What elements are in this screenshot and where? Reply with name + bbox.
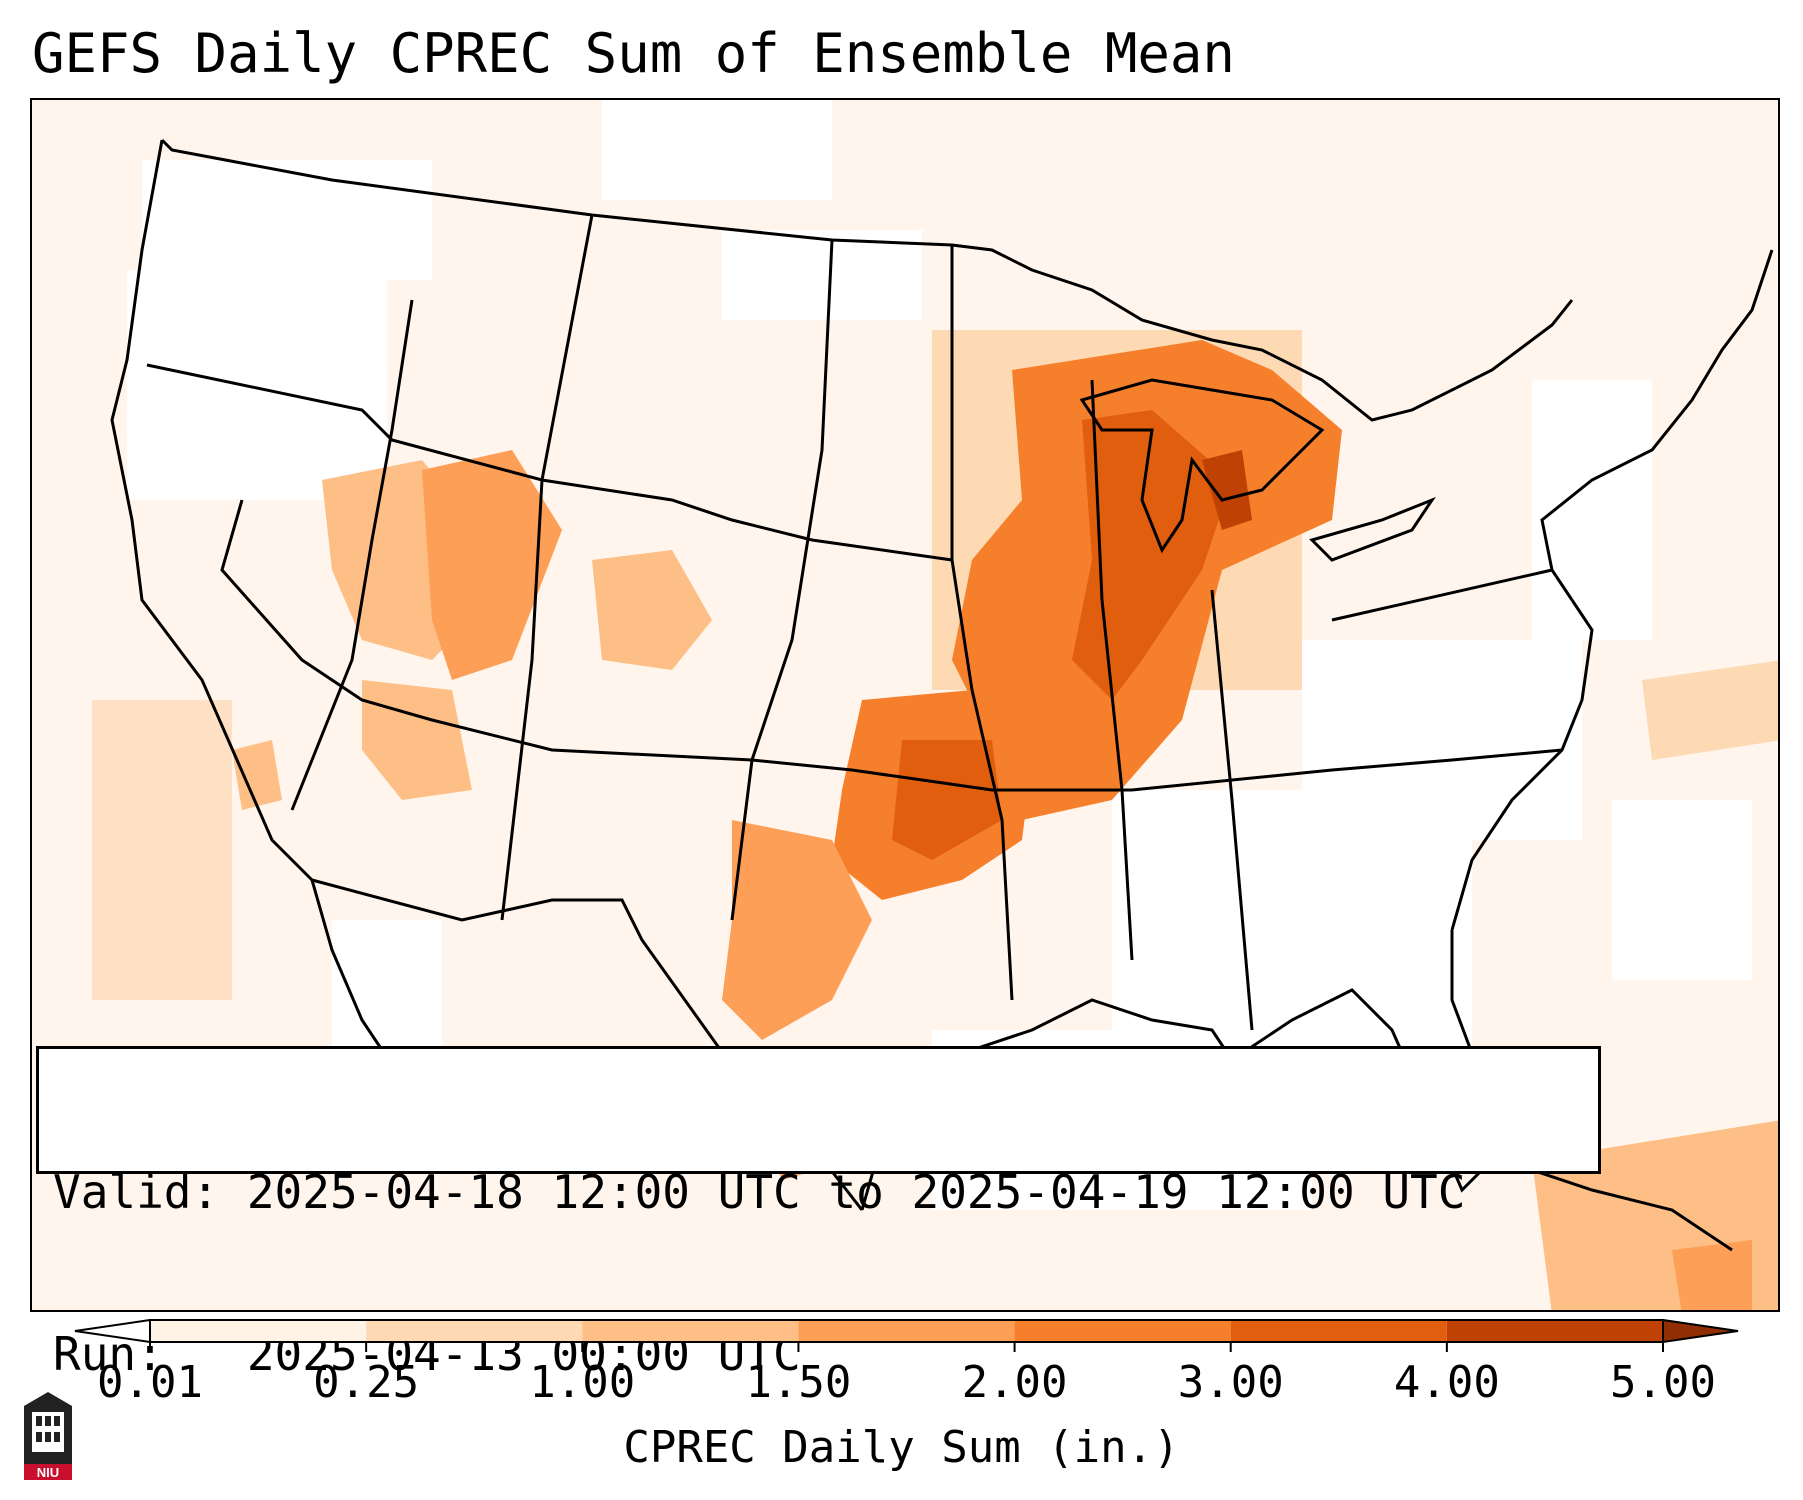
west-coast (110, 139, 314, 882)
colorbar-segment (366, 1320, 583, 1342)
colorbar-segment (798, 1320, 1015, 1342)
colorbar-label: CPREC Daily Sum (in.) (623, 1422, 1180, 1473)
niu-logo-icon: NIU (24, 1392, 72, 1480)
us-canada-border (160, 138, 1574, 422)
colorbar-tick-label: 2.00 (961, 1357, 1068, 1408)
colorbar-segment (1014, 1320, 1231, 1342)
precip-region-colorado (592, 550, 712, 670)
map-title: GEFS Daily CPREC Sum of Ensemble Mean (32, 22, 1235, 85)
colorbar-tick-label: 1.00 (529, 1357, 636, 1408)
state-lines-10 (1331, 568, 1553, 622)
colorbar-tick-label: 5.00 (1610, 1357, 1716, 1408)
precip-region-utah (422, 450, 562, 680)
colorbar-tick-label: 0.01 (97, 1357, 203, 1408)
state-lines-9 (1131, 748, 1563, 792)
precip-region-nw-texas (722, 820, 872, 1040)
state-lines-8 (1210, 589, 1254, 1031)
precip-region-arizona (362, 680, 472, 800)
colorbar-tick-label: 4.00 (1393, 1357, 1500, 1408)
colorbar-segment (150, 1320, 367, 1342)
precip-region-s-california (232, 740, 282, 810)
state-lines-5 (730, 239, 834, 921)
state-lines-3 (290, 299, 414, 811)
colorbar-segment (582, 1320, 799, 1342)
great-lakes (1079, 378, 1325, 554)
colorbar-over-arrow (1662, 1318, 1739, 1344)
state-lines-6 (950, 245, 1014, 1001)
state-lines-2 (220, 499, 1132, 792)
colorbar-tick-label: 3.00 (1177, 1357, 1284, 1408)
colorbar-tick-label: 0.25 (313, 1357, 420, 1408)
precip-peak-oklahoma (892, 740, 1002, 860)
state-lines-1 (146, 363, 953, 562)
cuba (1501, 1158, 1733, 1252)
valid-run-box: Valid: 2025-04-18 12:00 UTC to 2025-04-1… (36, 1046, 1601, 1381)
precip-region-atlantic (1642, 660, 1778, 760)
state-lines-4 (500, 214, 594, 921)
precip-region-pacific (92, 700, 232, 1000)
precip-region-illinois (1072, 410, 1232, 700)
colorbar-under-arrow (74, 1318, 151, 1344)
logo-text: NIU (37, 1465, 59, 1480)
precip-peak-caribbean (1672, 1240, 1752, 1310)
precip-peak-michigan (1202, 450, 1252, 530)
colorbar-outline (149, 1319, 1664, 1343)
east-coast (1450, 249, 1774, 931)
colorbar-segment (1446, 1320, 1663, 1342)
colorbar-tick-label: 1.50 (745, 1357, 852, 1408)
valid-time: Valid: 2025-04-18 12:00 UTC to 2025-04-1… (53, 1165, 1466, 1219)
colorbar (74, 1318, 1739, 1352)
state-lines-7 (1090, 379, 1134, 961)
colorbar-segment (1230, 1320, 1447, 1342)
lake-erie (1309, 496, 1436, 562)
